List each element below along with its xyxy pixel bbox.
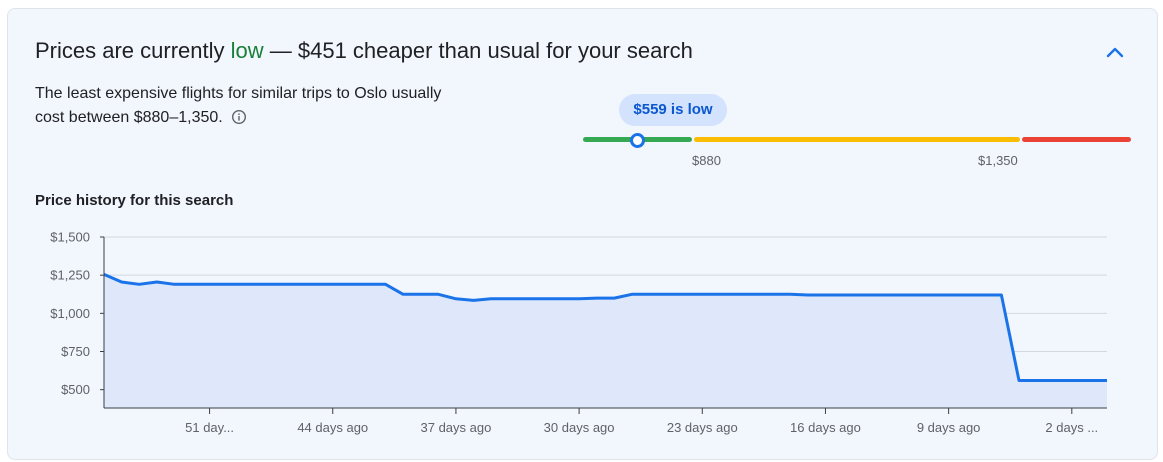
price-headline: Prices are currently low — $451 cheaper … (35, 37, 693, 65)
x-tick-label: 37 days ago (421, 420, 492, 435)
y-tick-label: $1,250 (50, 268, 90, 283)
y-tick-label: $500 (61, 382, 90, 397)
high-price-segment (1022, 137, 1131, 142)
typical-price-segment (694, 137, 1020, 142)
x-tick-label: 30 days ago (544, 420, 615, 435)
x-tick-label: 44 days ago (297, 420, 368, 435)
description-text: The least expensive flights for similar … (35, 85, 442, 126)
price-area-fill (104, 274, 1107, 408)
x-tick-label: 51 day... (185, 420, 234, 435)
price-insights-card: Prices are currently low — $451 cheaper … (7, 8, 1158, 460)
info-icon[interactable] (231, 109, 247, 133)
chevron-up-icon (1106, 47, 1124, 58)
price-range-description: The least expensive flights for similar … (35, 82, 475, 133)
price-history-chart: $1,500 $1,250 $1,000 $750 $500 51 day... 44 d… (50, 230, 1107, 435)
collapse-button[interactable] (1101, 38, 1129, 66)
high-threshold-label: $1,350 (978, 153, 1018, 168)
headline-suffix: — $451 cheaper than usual for your searc… (263, 38, 693, 63)
headline-prefix: Prices are currently (35, 38, 231, 63)
x-tick-label: 9 days ago (917, 420, 981, 435)
y-tick-label: $1,500 (50, 230, 90, 245)
y-tick-label: $750 (61, 344, 90, 359)
x-tick-label: 23 days ago (667, 420, 738, 435)
x-tick-label: 16 days ago (790, 420, 861, 435)
price-line (103, 273, 1107, 382)
x-tick-label: 2 days ... (1045, 420, 1098, 435)
current-price-badge: $559 is low (619, 94, 727, 126)
price-history-title: Price history for this search (35, 192, 234, 209)
low-threshold-label: $880 (692, 153, 721, 168)
y-tick-label: $1,000 (50, 306, 90, 321)
current-price-marker (630, 133, 645, 148)
price-level-word: low (230, 38, 264, 63)
